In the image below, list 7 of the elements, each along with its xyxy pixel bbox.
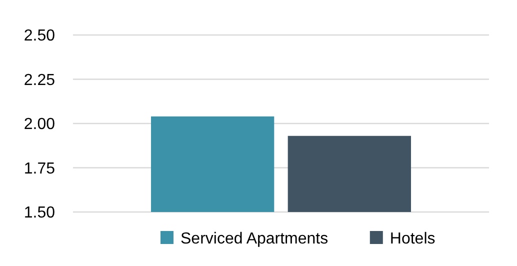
y-tick-label: 2.50 <box>24 28 56 45</box>
legend-label: Hotels <box>390 230 436 248</box>
y-tick-label: 1.75 <box>24 160 56 178</box>
y-tick-label: 2.25 <box>24 72 56 89</box>
y-tick-label: 2.00 <box>24 116 56 134</box>
legend-label: Serviced Apartments <box>180 230 328 248</box>
y-tick-label: 1.50 <box>24 204 56 222</box>
